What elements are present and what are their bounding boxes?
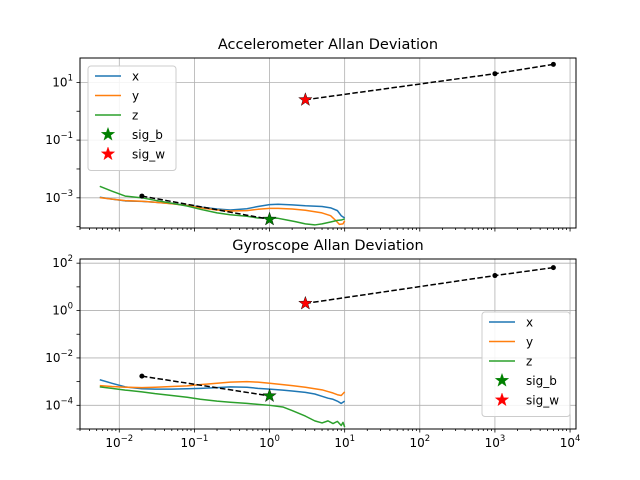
fit-point bbox=[550, 265, 556, 271]
accelerometer-title: Accelerometer Allan Deviation bbox=[218, 37, 438, 53]
fit-line bbox=[141, 375, 270, 397]
legend-label-sig_b: sig_b bbox=[132, 128, 163, 142]
x-tick-label: 102 bbox=[409, 434, 430, 450]
legend-box bbox=[87, 65, 177, 171]
y-tick-label: 101 bbox=[52, 73, 73, 89]
x-tick-label: 10−1 bbox=[181, 434, 209, 450]
fit-line bbox=[305, 266, 554, 305]
fit-point bbox=[139, 373, 145, 379]
fit-point bbox=[139, 193, 145, 199]
y-tick-label: 10−3 bbox=[45, 189, 73, 205]
legend-label-y: y bbox=[132, 89, 139, 103]
x-tick-label: 100 bbox=[259, 434, 280, 450]
legend: xyz sig_b sig_w bbox=[481, 311, 571, 417]
legend-label-z: z bbox=[526, 355, 532, 369]
fit-line bbox=[141, 195, 270, 221]
series-line-y bbox=[99, 196, 346, 226]
legend: xyz sig_b sig_w bbox=[87, 65, 177, 171]
fit-point bbox=[550, 61, 556, 67]
fit-point bbox=[492, 273, 498, 279]
plot-area bbox=[99, 61, 556, 226]
legend-swatch-sig_b bbox=[100, 126, 116, 141]
y-tick-label: 10−1 bbox=[45, 131, 73, 147]
sig_w-star bbox=[298, 295, 313, 310]
gyroscope-panel: Gyroscope Allan Deviation 10−2 10−1 100 101… bbox=[45, 238, 580, 450]
legend-label-sig_w: sig_w bbox=[526, 394, 559, 408]
y-tick-label: 10−2 bbox=[45, 349, 73, 365]
y-tick-label: 102 bbox=[52, 254, 73, 270]
accelerometer-panel: Accelerometer Allan Deviation 10−3 10−1 10… bbox=[45, 37, 577, 232]
axes-frame bbox=[79, 57, 577, 229]
gyroscope-title: Gyroscope Allan Deviation bbox=[232, 238, 423, 254]
x-tick-label: 104 bbox=[560, 434, 581, 450]
x-tick-label: 103 bbox=[485, 434, 506, 450]
legend-label-x: x bbox=[526, 316, 533, 330]
plot-area bbox=[99, 265, 556, 428]
series-line-y bbox=[99, 380, 346, 397]
legend-swatch-sig_b bbox=[494, 372, 510, 387]
legend-label-sig_b: sig_b bbox=[526, 374, 557, 388]
axes-frame bbox=[79, 258, 577, 430]
legend-label-x: x bbox=[132, 70, 139, 84]
legend-label-sig_w: sig_w bbox=[132, 148, 165, 162]
legend-swatch-sig_w bbox=[100, 146, 116, 161]
y-tick-label: 10−4 bbox=[45, 396, 73, 412]
series-line-z bbox=[99, 386, 346, 428]
legend-label-y: y bbox=[526, 335, 533, 349]
sig_b-star bbox=[262, 388, 277, 403]
fit-point bbox=[492, 71, 498, 77]
legend-label-z: z bbox=[132, 109, 138, 123]
x-tick-label: 10−2 bbox=[105, 434, 133, 450]
sig_b-star bbox=[262, 211, 277, 226]
sig_w-star bbox=[298, 92, 313, 106]
y-tick-label: 100 bbox=[52, 302, 73, 318]
legend-swatch-sig_w bbox=[494, 392, 510, 407]
series-line-x bbox=[99, 379, 346, 405]
legend-box bbox=[481, 311, 571, 417]
x-tick-label: 101 bbox=[334, 434, 355, 450]
series-line-z bbox=[99, 185, 345, 226]
